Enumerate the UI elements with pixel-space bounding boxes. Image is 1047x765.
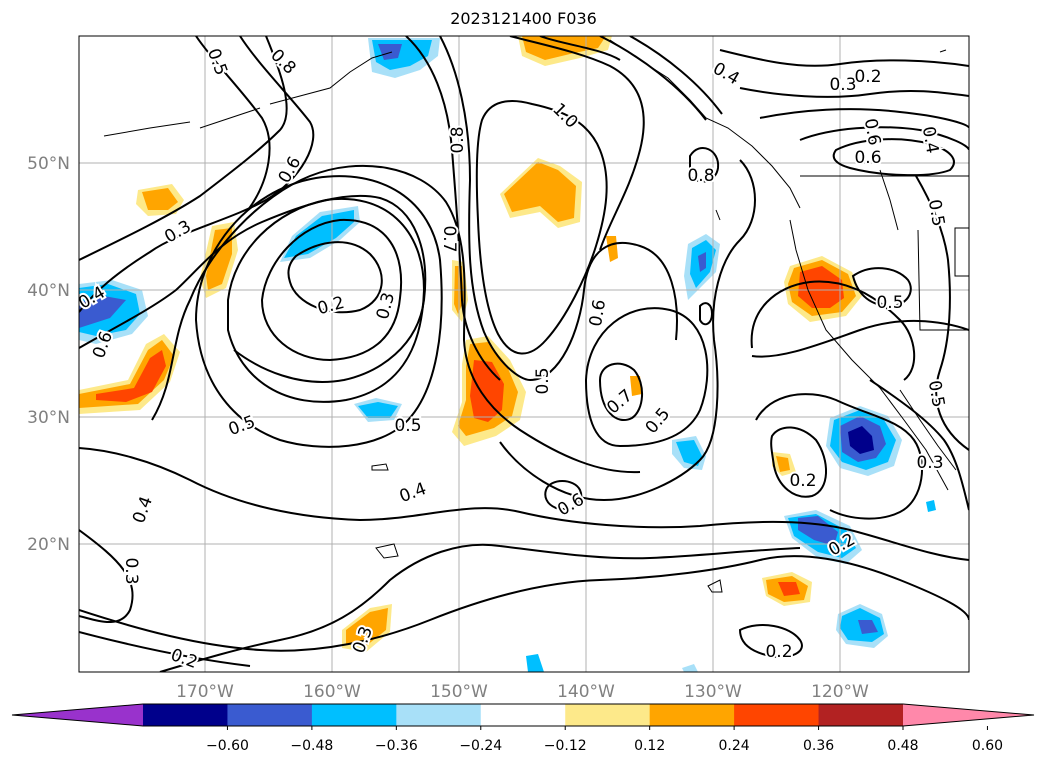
colorbar-tick-label: −0.48	[290, 738, 333, 754]
colorbar-segment	[565, 704, 651, 726]
contour-label: 0.7	[439, 225, 459, 252]
colorbar-tick-label: −0.36	[375, 738, 418, 754]
contour-label: 0.6	[854, 148, 881, 168]
lat-label: 30°N	[27, 408, 70, 428]
colorbar-tick-label: −0.24	[459, 738, 502, 754]
contour-label: 0.5	[394, 416, 421, 436]
contour-label: 0.2	[854, 67, 881, 87]
colorbar-segment	[227, 704, 313, 726]
coastlines	[103, 39, 969, 593]
lon-label: 160°W	[303, 682, 361, 702]
lon-label: 150°W	[430, 682, 488, 702]
map-title: 2023121400 F036	[450, 9, 597, 28]
colorbar-extend-max	[903, 704, 1034, 726]
lon-label: 140°W	[557, 682, 615, 702]
colorbar-outline	[11, 703, 1035, 727]
contour-label: 0.3	[829, 75, 856, 95]
colorbar-tick-label: 0.36	[803, 738, 834, 754]
colorbar-segment	[480, 704, 566, 726]
map-frame	[78, 35, 970, 673]
contour-label: 0.5	[876, 293, 903, 313]
contour-label: 0.3	[916, 453, 943, 473]
lon-label: 120°W	[811, 682, 869, 702]
contour-label: 0.8	[687, 166, 714, 186]
contour-lines	[79, 36, 969, 672]
contour-label: 0.2	[789, 471, 816, 491]
colorbar-tick-label: −0.60	[206, 738, 249, 754]
graticule	[79, 36, 969, 672]
latitude-labels: 50°N 40°N 30°N 20°N	[27, 154, 70, 555]
colorbar-segment	[311, 704, 397, 726]
colorbar-extend-min	[12, 704, 143, 726]
lon-label: 170°W	[176, 682, 234, 702]
colorbar-segment	[649, 704, 735, 726]
contour-label: 0.5	[533, 367, 553, 394]
lat-label: 40°N	[27, 281, 70, 301]
lon-label: 130°W	[684, 682, 742, 702]
colorbar-segment	[143, 704, 228, 726]
anomaly-fill-layer	[79, 36, 936, 672]
lat-label: 20°N	[27, 535, 70, 555]
contour-label: 0.3	[121, 557, 141, 584]
longitude-labels: 170°W 160°W 150°W 140°W 130°W 120°W	[176, 682, 869, 702]
colorbar-tick-label: 0.48	[887, 738, 918, 754]
contour-label: 0.2	[765, 642, 792, 662]
contour-label: 0.6	[586, 298, 610, 328]
colorbar-tick-label: −0.12	[544, 738, 587, 754]
colorbar-tick-label: 0.12	[634, 738, 665, 754]
colorbar-tick-label: 0.60	[972, 738, 1003, 754]
colorbar-segment	[818, 704, 904, 726]
colorbar-tick-label: 0.24	[719, 738, 750, 754]
colorbar: −0.60 −0.48 −0.36 −0.24 −0.12 0.12 0.24 0.36 0.4…	[11, 703, 1035, 754]
contour-label: 0.8	[448, 126, 468, 153]
colorbar-segment	[734, 704, 820, 726]
colorbar-segment	[396, 704, 482, 726]
lat-label: 50°N	[27, 154, 70, 174]
